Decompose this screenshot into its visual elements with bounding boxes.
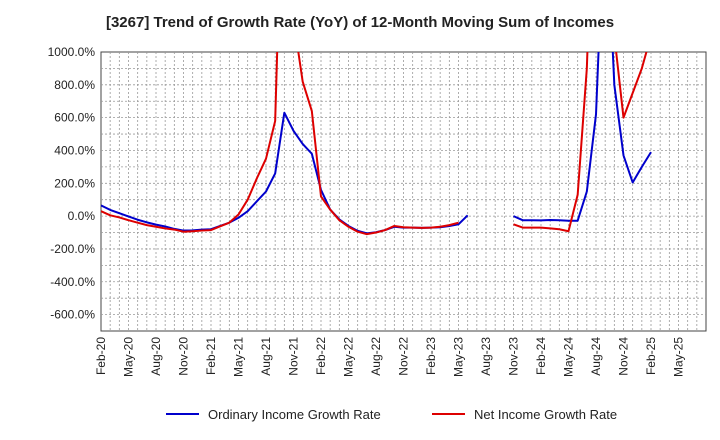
y-tick-label: -600.0% — [50, 308, 95, 322]
x-tick-label: Nov-21 — [287, 337, 301, 376]
x-tick-label: Nov-24 — [617, 337, 631, 376]
x-tick-label: Feb-25 — [644, 337, 658, 375]
x-tick-label: Aug-21 — [259, 337, 273, 376]
legend-label: Net Income Growth Rate — [474, 407, 617, 422]
x-tick-label: Feb-20 — [94, 337, 108, 375]
y-tick-label: 400.0% — [54, 143, 95, 157]
x-tick-label: May-25 — [672, 337, 686, 377]
x-tick-label: May-20 — [122, 337, 136, 377]
x-tick-label: Aug-20 — [149, 337, 163, 376]
x-tick-label: Feb-21 — [204, 337, 218, 375]
y-tick-label: 800.0% — [54, 78, 95, 92]
y-tick-label: 0.0% — [68, 209, 96, 223]
x-tick-label: May-24 — [562, 337, 576, 377]
legend-label: Ordinary Income Growth Rate — [208, 407, 381, 422]
x-tick-label: Aug-24 — [589, 337, 603, 376]
x-tick-label: Aug-23 — [479, 337, 493, 376]
y-tick-label: 1000.0% — [48, 45, 96, 59]
y-tick-label: -200.0% — [50, 242, 95, 256]
y-tick-label: 600.0% — [54, 111, 95, 125]
chart-title: [3267] Trend of Growth Rate (YoY) of 12-… — [105, 14, 615, 31]
y-tick-label: 200.0% — [54, 176, 95, 190]
x-tick-label: May-23 — [452, 337, 466, 377]
x-tick-label: Nov-22 — [397, 337, 411, 376]
x-tick-label: Nov-23 — [507, 337, 521, 376]
x-tick-label: May-21 — [232, 337, 246, 377]
x-tick-label: Aug-22 — [369, 337, 383, 376]
x-tick-label: May-22 — [342, 337, 356, 377]
x-tick-label: Nov-20 — [177, 337, 191, 376]
y-tick-label: -400.0% — [50, 275, 95, 289]
x-tick-label: Feb-23 — [424, 337, 438, 375]
x-tick-label: Feb-22 — [314, 337, 328, 375]
x-tick-label: Feb-24 — [534, 337, 548, 375]
series-line-1 — [101, 52, 648, 236]
